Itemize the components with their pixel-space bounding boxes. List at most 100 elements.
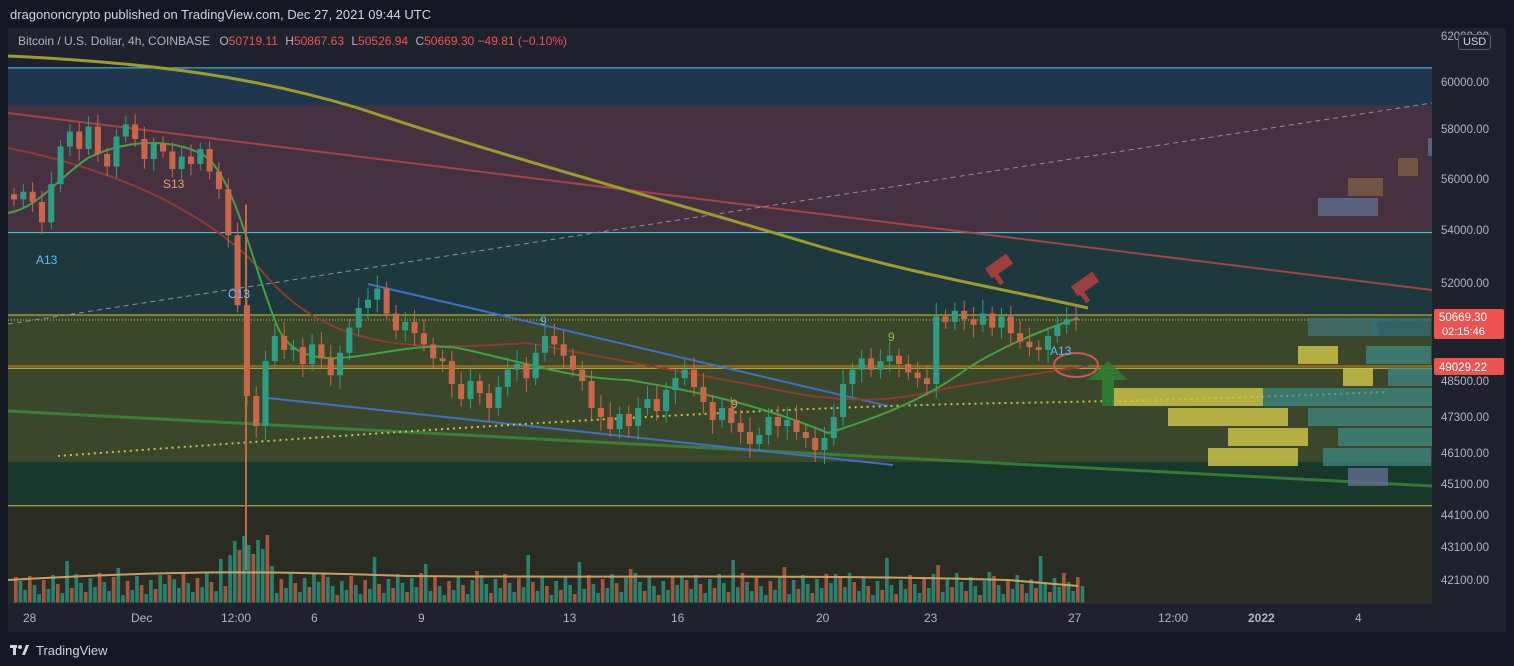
volume-bar [703,593,708,603]
candle-body [495,387,502,408]
candle-body [895,355,903,365]
candle-body [625,414,632,426]
volume-bar [149,580,153,603]
volume-bar [1010,589,1015,603]
volume-profile-bar [1318,198,1378,216]
volume-bar [465,594,470,603]
volume-bar [586,575,591,603]
volume-bar [558,590,563,603]
volume-bar [829,583,833,603]
volume-bar [428,591,433,603]
volume-bar [950,587,954,603]
candle-body [1045,335,1052,350]
volume-bar [288,574,293,603]
candle-body [234,235,241,306]
volume-bar [377,584,381,603]
volume-bar [344,590,349,603]
volume-bar [368,589,372,603]
volume-bar [754,577,759,603]
candle-body [1026,341,1033,348]
volume-bar [871,595,875,603]
candle-body [1017,333,1024,342]
currency-badge[interactable]: USD [1458,34,1492,50]
volume-bar [177,588,181,603]
time-tick-label: 16 [671,611,685,625]
price-tick-label: 58000.00 [1441,124,1489,136]
candle-body [551,335,558,345]
candle-body [784,420,791,426]
volume-bar [931,574,936,603]
volume-bar [340,581,344,603]
time-tick-label: 27 [1068,611,1082,625]
candle-body [933,316,940,384]
volume-bar [88,578,93,603]
candle-body [299,347,306,365]
candle-body [402,321,409,331]
volume-bar [1057,587,1062,603]
volume-bar [433,577,437,603]
time-tick-label: 20 [816,611,830,625]
volume-bar [358,594,363,603]
candle-body [141,139,148,159]
volume-bar [93,587,97,603]
volume-profile-bar [1348,178,1383,196]
chart-panel[interactable]: A13 S13 C13 9 9 9 A13 60000.00 58000.00 56000.00 5… [8,28,1506,632]
price-tick-label: 48500.00 [1441,376,1489,388]
volume-bar [326,577,330,603]
volume-bar [200,587,204,603]
candle-count-label: 9 [540,314,547,328]
volume-bar [987,572,992,603]
highlight-ellipse [1053,352,1099,378]
candle-body [700,387,707,402]
candle-body [774,417,781,426]
volume-bar [130,590,135,603]
zone-teal [8,232,1432,315]
volume-bar [228,555,232,603]
volume-bar [922,579,926,603]
candle-body [961,310,968,320]
price-chart[interactable]: A13S13C13999A1360000.0058000.0056000.005… [8,28,1506,632]
volume-bar [125,581,130,603]
volume-bar [223,586,228,603]
volume-bar [521,587,526,603]
volume-bar [945,578,950,603]
volume-bar [973,586,978,603]
candle-body [271,335,278,362]
published-header: dragononcrypto published on TradingView.… [0,0,1514,30]
volume-bar [479,575,484,603]
volume-bar [74,574,79,603]
volume-bar [512,592,517,603]
time-tick-label: Dec [131,611,152,625]
volume-bar [1001,594,1006,603]
volume-bar [409,578,414,603]
volume-bar [270,566,274,603]
volume-bar [698,584,703,603]
volume-profile-bar [1366,346,1431,364]
candle-body [858,358,865,370]
volume-bar [992,576,996,603]
volume-bar [959,582,964,603]
candle-body [225,189,232,236]
volume-bar [475,571,479,603]
footer-brand: TradingView [36,642,108,658]
candle-body [383,288,390,314]
volume-bar [857,591,861,603]
volume-bar [689,589,694,603]
volume-bar [83,592,88,603]
candle-body [942,316,949,322]
hammer-icon [988,266,1005,286]
volume-bar [596,593,600,603]
volume-bar [880,590,885,603]
volume-bar [246,545,251,603]
volume-bar [237,550,242,603]
candle-body [355,308,362,328]
candle-body [793,420,800,432]
candle-body [989,313,996,328]
volume-bar [717,574,721,603]
candle-body [532,352,539,379]
last-price-value: 50669.30 [1439,312,1487,324]
volume-bar [577,562,582,603]
volume-bar [158,575,163,603]
published-line: dragononcrypto published on TradingView.… [10,7,432,22]
volume-bar [670,576,675,603]
